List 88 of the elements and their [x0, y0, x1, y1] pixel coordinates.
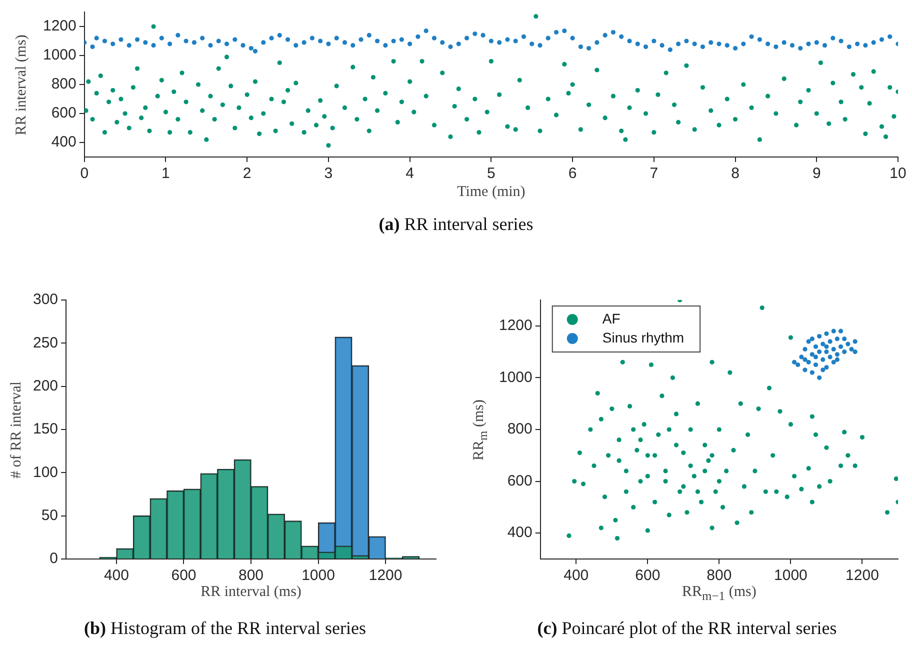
point — [806, 339, 811, 344]
y-tick-label: 1000 — [42, 46, 76, 64]
y-tick-label: 800 — [51, 76, 76, 93]
x-tick-label: 800 — [238, 567, 264, 584]
x-tick-label: 1200 — [846, 567, 879, 584]
point — [849, 346, 854, 352]
point — [817, 350, 822, 354]
point — [792, 360, 797, 364]
point — [831, 360, 836, 364]
point — [796, 362, 800, 368]
x-tick-label: 400 — [104, 567, 129, 584]
x-tick-label: 1 — [162, 165, 170, 182]
point — [820, 368, 826, 372]
y-tick-label: 600 — [51, 104, 76, 122]
x-tick-label: 600 — [635, 567, 660, 584]
x-tick-label: 5 — [487, 165, 496, 182]
point — [842, 336, 847, 342]
point — [802, 357, 808, 362]
point — [813, 344, 818, 349]
x-tick-label: 4 — [406, 165, 414, 182]
point — [838, 328, 844, 334]
x-tick-label: 0 — [80, 165, 89, 182]
point — [802, 368, 808, 372]
y-tick-label: 50 — [41, 506, 58, 524]
x-tick-label: 600 — [171, 567, 196, 584]
y-tick-label: 1000 — [498, 368, 532, 386]
x-tick-label: 9 — [812, 165, 821, 182]
point — [834, 357, 840, 362]
x-tick-label: 2 — [242, 165, 252, 182]
point — [852, 339, 858, 344]
point — [828, 339, 832, 344]
point — [799, 354, 804, 360]
point — [824, 365, 829, 370]
point — [838, 344, 844, 349]
x-tick-label: 800 — [706, 567, 732, 584]
text: (b) Histogram of the RR interval series — [84, 618, 366, 638]
x-tick-label: 6 — [568, 165, 577, 182]
x-tick-label: 400 — [564, 567, 589, 584]
y-tick-label: 250 — [32, 334, 58, 352]
point — [810, 352, 814, 357]
y-tick-label: 100 — [32, 464, 58, 481]
y-tick-label: 300 — [32, 291, 58, 308]
point — [813, 354, 818, 360]
legend-label: Sinus rhythm — [602, 329, 684, 346]
x-tick-label: 7 — [650, 165, 658, 182]
point — [831, 328, 836, 334]
y-tick-label: 800 — [507, 420, 532, 438]
legend-label: AF — [602, 310, 620, 326]
x-tick-label: 10 — [890, 165, 906, 182]
point — [834, 352, 840, 357]
x-tick-label: 1000 — [774, 567, 808, 584]
point — [828, 354, 832, 360]
point — [852, 350, 858, 354]
point — [817, 375, 822, 380]
text: (c) Poincaré plot of the RR interval series — [537, 618, 837, 638]
point — [806, 360, 811, 364]
point — [842, 350, 847, 354]
x-axis-title: RR interval (ms) — [200, 584, 302, 601]
y-tick-label: 400 — [507, 524, 532, 542]
y-tick-label: 200 — [32, 377, 58, 394]
y-tick-label: 1200 — [498, 317, 532, 334]
y-tick-label: 0 — [50, 550, 58, 568]
point — [813, 362, 818, 368]
y-tick-label: 600 — [507, 472, 532, 490]
x-tick-label: 1000 — [302, 567, 335, 584]
x-tick-label: 8 — [731, 165, 740, 182]
point — [831, 346, 836, 352]
point — [820, 342, 826, 346]
x-tick-label: 1200 — [368, 567, 402, 584]
point — [810, 336, 814, 342]
point — [824, 344, 829, 349]
y-tick-label: 150 — [32, 420, 58, 438]
x-axis-title: Time (min) — [457, 184, 526, 201]
point — [817, 334, 822, 339]
y-tick-label: 1200 — [42, 18, 76, 35]
y-axis-title: # of RR interval — [8, 380, 26, 478]
point — [802, 346, 808, 352]
point — [824, 350, 829, 354]
x-axis-title: RR$_{m−1}$ (ms) — [682, 584, 756, 604]
y-axis-title: RR interval (ms) — [14, 34, 30, 135]
point — [824, 331, 829, 336]
point — [820, 357, 826, 362]
text: (a) RR interval series — [378, 214, 534, 234]
point — [810, 370, 814, 375]
point — [834, 336, 840, 342]
point — [846, 342, 850, 346]
y-tick-label: 400 — [51, 134, 76, 151]
x-tick-label: 3 — [324, 165, 333, 182]
